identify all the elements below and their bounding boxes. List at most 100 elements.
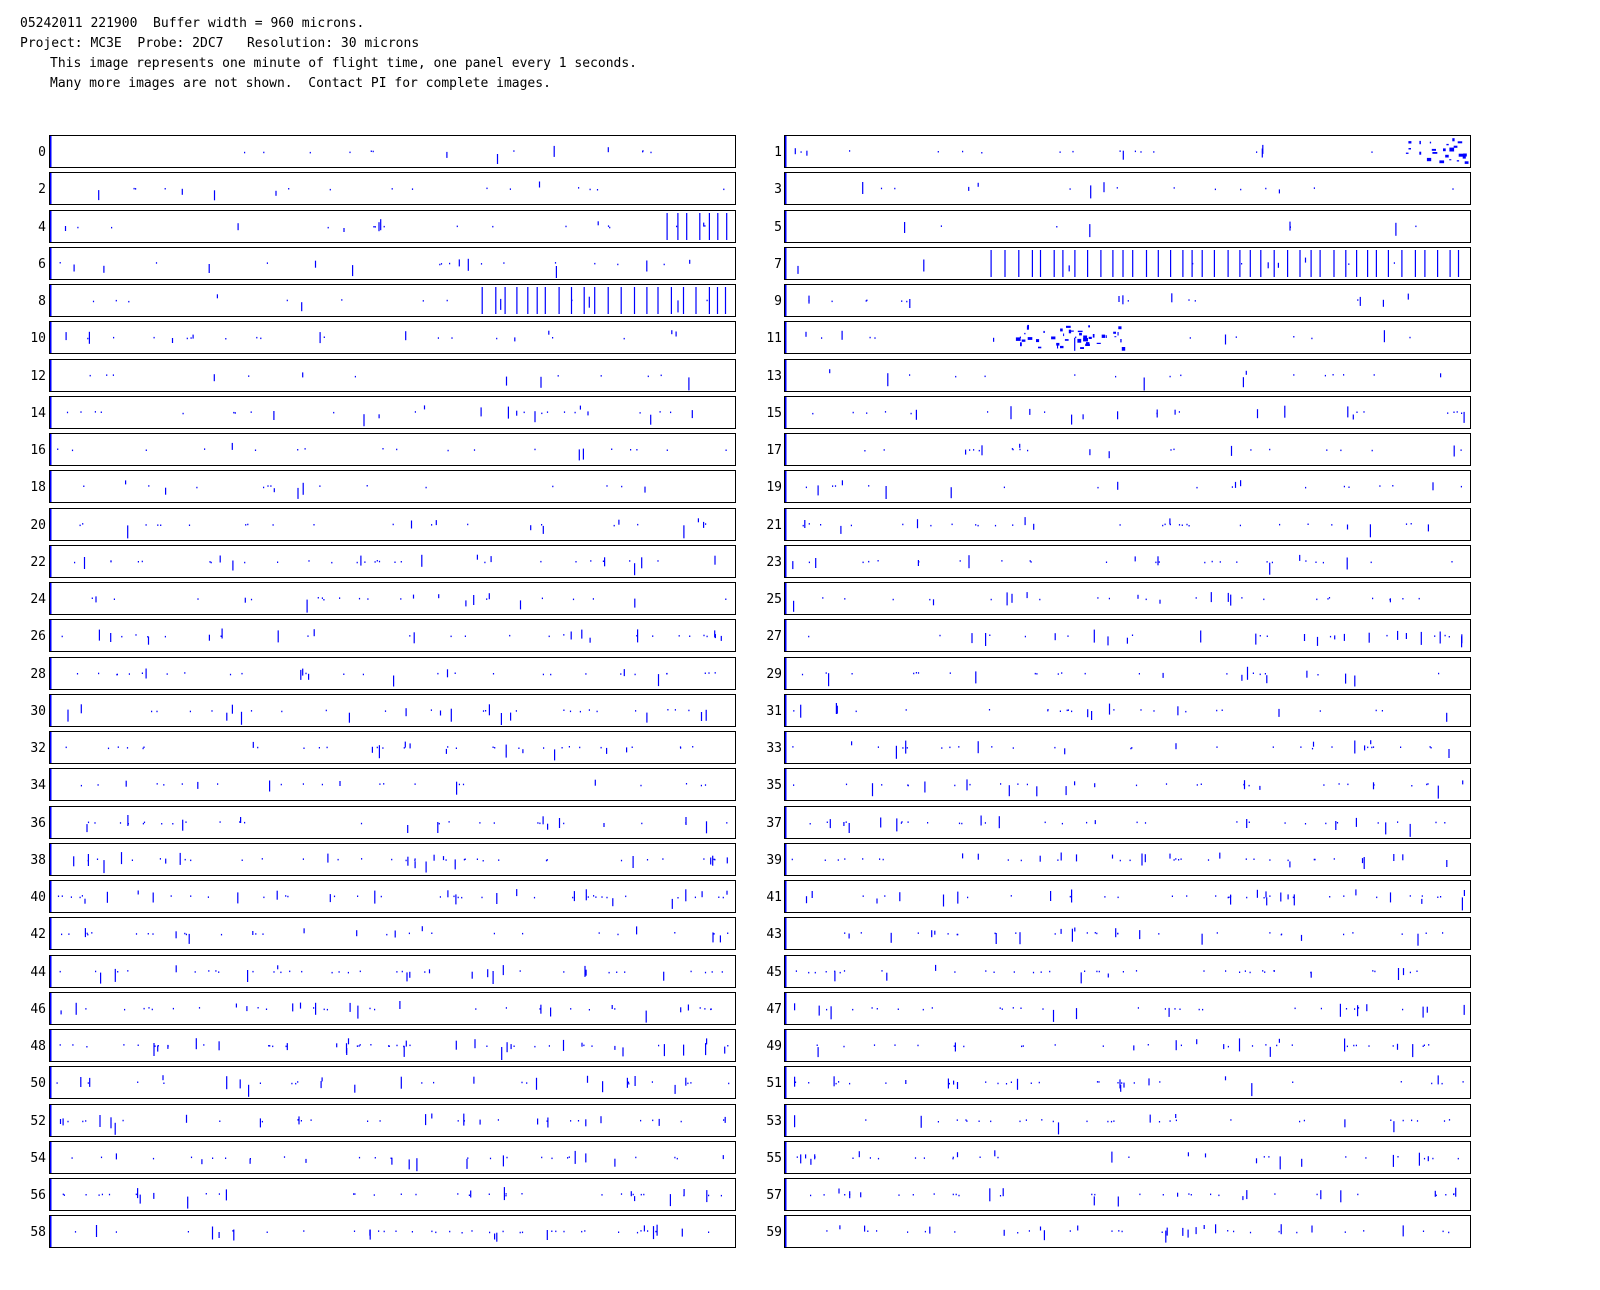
panel-label-22: 22 [30,555,46,570]
particle-mark [1431,1082,1433,1085]
particle-mark [407,856,409,866]
particle-cluster-mark [1027,337,1033,340]
particle-mark [62,1193,64,1196]
particle-mark [66,411,69,414]
particle-mark [490,556,492,563]
particle-mark [1119,859,1121,862]
particle-mark [705,821,708,834]
particle-mark [396,971,398,973]
particle-mark [894,1044,896,1046]
particle-mark [237,892,239,904]
particle-mark [1137,1007,1139,1009]
particle-column-mark [1031,250,1033,277]
particle-mark [952,1193,954,1196]
particle-mark [1157,556,1159,566]
particle-mark [518,747,520,749]
particle-cluster-mark [1439,160,1445,164]
particle-mark [993,971,995,973]
particle-mark [374,561,376,563]
particle-mark [367,598,369,600]
particle-image-strip [50,1030,729,1061]
particle-mark [969,449,971,451]
particle-mark [579,746,581,749]
particle-mark [95,596,97,603]
particle-mark [1094,932,1096,934]
particle-mark [289,970,291,973]
particle-mark [546,1120,548,1122]
particle-mark [447,890,449,898]
particle-column-mark [1170,250,1172,277]
particle-image-strip [50,918,729,949]
particle-mark [1001,560,1003,562]
particle-mark [1178,411,1180,413]
particle-mark [97,784,99,786]
particle-mark [570,1120,572,1122]
particle-mark [975,671,977,684]
particle-mark [1214,188,1216,191]
particle-mark [860,1192,862,1198]
particle-column-mark [670,287,672,314]
particle-mark [1319,710,1321,712]
particle-mark [1345,673,1347,684]
particle-mark [1371,449,1373,452]
particle-mark [72,1044,74,1046]
buffer-start-mark [50,285,52,316]
particle-mark [98,190,100,201]
particle-mark [323,1008,325,1011]
panel-label-34: 34 [30,778,46,793]
particle-mark [712,855,714,866]
particle-mark [1263,598,1265,601]
particle-mark [382,448,384,450]
panel-label-3: 3 [774,182,782,197]
particle-image-strip [785,620,1463,651]
panel-label-47: 47 [766,1002,782,1017]
particle-mark [225,338,227,340]
particle-mark [208,634,210,641]
particle-mark [978,1120,980,1122]
particle-mark [541,597,543,600]
particle-mark [890,932,892,943]
particle-mark [1267,262,1269,269]
particle-mark [298,1116,300,1125]
particle-mark [543,747,545,749]
particle-column-mark [1039,250,1042,277]
buffer-start-mark [50,807,52,838]
particle-mark [390,1157,392,1159]
particle-mark [137,1044,139,1046]
particle-mark [1316,598,1318,601]
particle-mark [677,300,679,313]
particle-mark [909,374,911,376]
particle-mark [383,1230,385,1233]
particle-mark [1357,299,1359,301]
particle-mark [954,1231,956,1233]
particle-mark [703,634,705,637]
particle-mark [145,449,147,451]
particle-panel-58 [49,1215,736,1248]
particle-image-strip [785,918,1444,949]
particle-column-mark [1201,250,1203,277]
panel-label-7: 7 [774,257,782,272]
particle-cluster-mark [1462,155,1466,159]
particle-column-mark [716,287,719,314]
particle-mark [1052,1120,1054,1123]
particle-mark [403,1045,405,1057]
particle-mark [1153,151,1155,153]
particle-mark [61,895,63,897]
particle-cluster-mark [1088,336,1092,339]
particle-mark [1366,1004,1368,1012]
particle-mark [1122,971,1124,973]
particle-mark [1165,783,1168,785]
particle-mark [300,669,302,680]
particle-image-strip [50,546,716,577]
particle-mark [1040,971,1042,973]
particle-mark [971,633,973,644]
particle-image-strip [50,509,707,540]
particle-mark [824,859,826,861]
buffer-start-mark [50,1105,52,1136]
particle-mark [929,598,931,601]
particle-mark [701,891,703,898]
particle-mark [1241,597,1243,599]
particle-mark [153,1192,155,1199]
particle-mark [841,330,843,340]
particle-mark [1122,150,1124,160]
